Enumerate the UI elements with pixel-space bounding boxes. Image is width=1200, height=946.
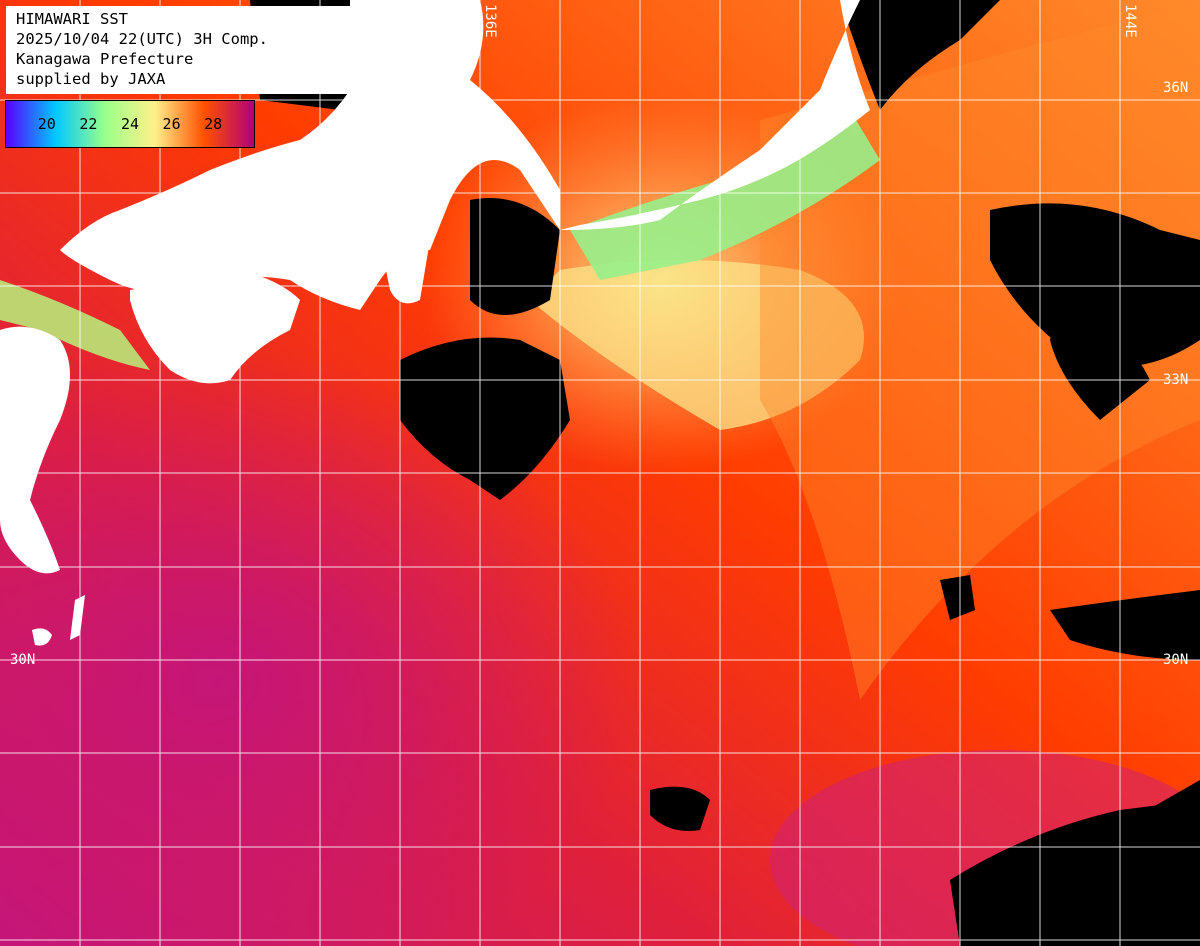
- land-island-tanegashima: [70, 595, 85, 640]
- product-title: HIMAWARI SST: [16, 10, 128, 28]
- cool-tongue: [530, 260, 864, 430]
- land-kyushu: [0, 326, 70, 574]
- land-shikoku: [130, 270, 300, 384]
- observation-time: 2025/10/04 22(UTC) 3H Comp.: [16, 30, 268, 48]
- coastal-cool-water-west: [0, 280, 150, 370]
- lat-label-30n-right: 30N: [1163, 652, 1189, 668]
- map-info-box: HIMAWARI SST 2025/10/04 22(UTC) 3H Comp.…: [6, 6, 351, 94]
- lat-label-33-left: 33: [8, 372, 25, 388]
- land-island-yakushima: [32, 628, 52, 646]
- colorbar-tick-26: 26: [162, 115, 181, 133]
- colorbar-tick-20: 20: [37, 115, 56, 133]
- data-source-credit: supplied by JAXA: [16, 70, 166, 88]
- lat-label-33n-right: 33N: [1163, 372, 1189, 388]
- lat-label-30n-left: 30N: [10, 652, 36, 668]
- prefecture-credit: Kanagawa Prefecture: [16, 50, 194, 68]
- colorbar-tick-24: 24: [120, 115, 140, 133]
- colorbar-tick-28: 28: [204, 115, 223, 133]
- lat-label-36n-right: 36N: [1163, 80, 1189, 96]
- lon-label-144e: 144E: [1122, 4, 1138, 38]
- land-honshu: [60, 0, 870, 310]
- colorbar-tick-22: 22: [79, 115, 98, 133]
- temperature-colorbar: 20 22 24 26 28: [5, 100, 255, 148]
- orange-band-east: [760, 0, 1200, 700]
- lon-label-136e: 136E: [482, 4, 498, 38]
